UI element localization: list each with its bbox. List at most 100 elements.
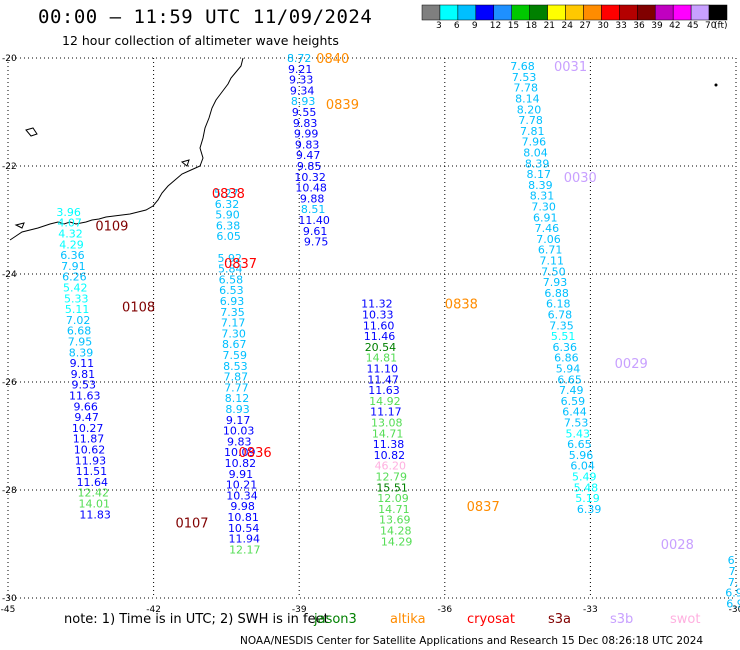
wave-height-label: 11.40 [298,214,330,227]
wave-height-label: 10.09 [224,446,256,459]
wave-height-label: 11.38 [373,438,405,451]
legend-tick: 33 [615,21,627,31]
wave-height-label: 5.51 [551,330,576,343]
wave-height-label: 10.03 [223,425,255,438]
wave-height-label: 5.96 [569,449,594,462]
wave-height-label: 7. [728,576,739,589]
wave-height-label: 8.67 [222,338,247,351]
legend-swatch [475,4,495,21]
legend-swatch [708,4,728,21]
footnote: note: 1) Time is in UTC; 2) SWH is in fe… [64,612,329,627]
legend-tick: 39 [651,21,663,31]
wave-height-label: 9.11 [70,357,95,370]
wave-height-values: 3.964.074.324.296.367.916.265.425.335.11… [56,52,740,610]
pass-time-label: 0840 [316,52,349,67]
wave-height-label: 7.59 [223,349,248,362]
wave-height-label: 5.84 [218,263,243,276]
wave-height-label: 5.19 [575,492,600,505]
wave-height-label: 11.32 [361,298,393,311]
wave-height-label: 6.65 [567,438,592,451]
wave-height-label: 9.75 [304,236,329,249]
wave-height-label: 14.71 [378,503,410,516]
legend-tick: 24 [561,21,573,31]
wave-height-label: 8.39 [525,157,550,170]
legend-tick: 42 [669,21,681,31]
wave-height-label: 8.51 [301,203,326,216]
wave-height-label: 14.28 [380,525,412,538]
wave-height-label: 10.82 [374,449,406,462]
wave-height-label: 6.38 [216,219,241,232]
pass-time-label: 0108 [122,300,155,315]
wave-height-label: 9.66 [73,400,98,413]
wave-height-label: 13.69 [379,514,411,527]
wave-height-label: 6.78 [548,309,573,322]
wave-height-label: 6.26 [62,271,87,284]
legend-tick: 70 [705,21,717,31]
wave-height-label: 10.27 [72,422,104,435]
wave-height-label: 7.06 [536,233,561,246]
wave-height-label: 11.51 [76,465,108,478]
pass-time-label: 0838 [445,298,478,313]
wave-height-label: 11.64 [77,476,109,489]
lon-tick-label: -33 [583,605,598,615]
wave-height-label: 9.47 [296,149,321,162]
wave-height-label: 15.51 [376,481,408,494]
wave-height-label: 6.36 [552,341,577,354]
legend-swatch [529,4,548,21]
wave-height-label: 8.12 [225,392,250,405]
wave-height-label: 12.79 [375,471,407,484]
legend-tick: 21 [543,21,556,31]
wave-height-label: 3.96 [56,206,81,219]
wave-height-label: 6 [728,554,735,567]
wave-height-label: 9.99 [294,128,319,141]
wave-height-label: 7.96 [522,136,547,149]
wave-height-label: 10.48 [295,182,327,195]
wave-height-label: 10.81 [227,511,259,524]
wave-height-label: 11.17 [370,406,402,419]
legend-tick: 3 [435,21,442,31]
wave-height-label: 9.33 [289,74,314,87]
wave-height-label: 9.91 [229,468,254,481]
wave-height-label: 11.63 [69,390,101,403]
wave-height-label: 10.34 [226,489,258,502]
pass-time-label: 0837 [467,500,500,515]
wave-height-label: 9.83 [227,435,252,448]
satellite-s3a: s3a [548,612,572,627]
legend-swatch [654,4,674,21]
wave-height-label: 5.27 [214,187,239,200]
wave-height-label: 46.20 [375,460,407,473]
wave-height-label: 9.88 [300,192,325,205]
wave-height-label: 7.11 [539,255,564,268]
pass-time-label: 0836 [239,446,272,461]
wave-height-label: 8.39 [528,179,553,192]
wave-height-label: 8.39 [69,346,94,359]
wave-height-label: 10.82 [225,457,257,470]
legend-tick: 27 [579,21,591,31]
wave-height-label: 11.94 [229,533,261,546]
wave-height-label: 14.71 [372,427,404,440]
island-small [14,222,25,229]
wave-height-label: 12.17 [229,543,261,556]
satellite-jason3: jason3 [314,612,357,627]
lon-tick-label: -45 [1,605,16,615]
island-small [25,127,38,137]
satellite-cryosat: cryosat [467,612,515,627]
legend-swatch [583,4,602,21]
legend-tick: 45 [687,21,699,31]
pass-time-label: 0839 [326,98,359,113]
wave-height-label: 9.61 [303,225,328,238]
wave-height-label: 20.54 [365,341,397,354]
wave-height-label: 11.47 [367,373,399,386]
legend-tick: 9 [471,21,478,31]
legend-swatch [601,4,620,21]
footer-credit: NOAA/NESDIS Center for Satellite Applica… [240,635,704,647]
wave-height-label: 6.58 [219,273,244,286]
wave-height-label: 10.21 [226,479,258,492]
wave-height-label: 7.78 [513,82,538,95]
wave-height-label: 5.33 [64,292,89,305]
wave-height-label: 5.94 [556,363,581,376]
map-grid: -45 -42 -39 -36 -33 -30 -20 -22 -24 -26 -28 -30 [1,54,740,615]
wave-height-label: 6.65 [557,373,582,386]
legend-tick: 36 [633,21,645,31]
color-legend [421,4,728,21]
